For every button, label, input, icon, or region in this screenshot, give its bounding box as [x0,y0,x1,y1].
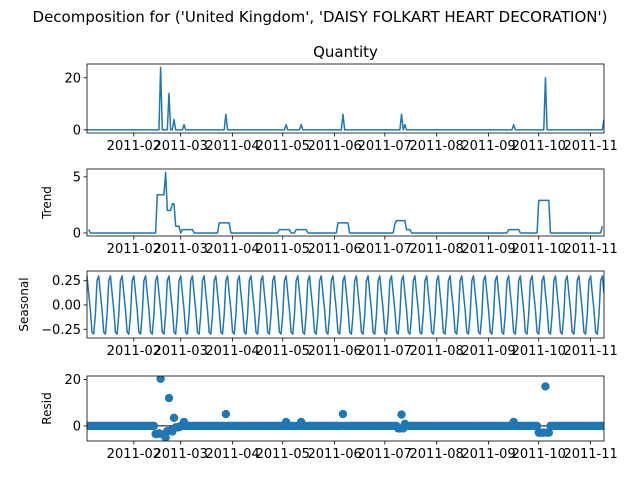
trend-line [87,171,604,234]
x-tick-label: 2011-11 [563,344,617,359]
x-tick-label: 2011-09 [461,344,515,359]
panel-3: −0.250.000.252011-022011-032011-042011-0… [17,270,618,359]
x-tick-label: 2011-08 [410,447,464,462]
x-tick-label: 2011-07 [358,242,412,257]
x-tick-label: 2011-03 [154,447,208,462]
x-tick-label: 2011-11 [563,447,617,462]
panel-1: 0202011-022011-032011-042011-052011-0620… [64,43,617,154]
x-tick-label: 2011-02 [107,139,161,154]
resid-point [149,421,159,431]
x-tick-label: 2011-06 [307,344,361,359]
x-tick-label: 2011-11 [563,242,617,257]
y-tick-label: 5 [73,170,81,185]
x-tick-label: 2011-08 [410,344,464,359]
y-tick-label: 0 [73,123,81,138]
x-tick-label: 2011-04 [205,139,259,154]
x-tick-label: 2011-09 [461,242,515,257]
resid-point [164,393,174,403]
y-tick-label: 0.25 [52,274,81,289]
resid-point [541,382,550,391]
panel-frame [86,168,605,237]
x-tick-label: 2011-06 [307,139,361,154]
x-tick-label: 2011-06 [307,242,361,257]
x-tick-label: 2011-08 [410,139,464,154]
resid-point [161,433,170,441]
x-tick-label: 2011-07 [358,139,412,154]
x-tick-label: 2011-04 [205,344,259,359]
figure-suptitle: Decomposition for ('United Kingdom', 'DA… [33,8,608,26]
y-axis-label: Trend [40,186,54,220]
resid-point [221,409,231,419]
x-tick-label: 2011-03 [154,242,208,257]
y-tick-label: 0 [73,419,81,434]
x-tick-label: 2011-07 [358,344,412,359]
x-tick-label: 2011-06 [307,447,361,462]
panel-2: 052011-022011-032011-042011-052011-06201… [40,168,618,257]
x-tick-label: 2011-09 [461,139,515,154]
resid-point [338,409,348,419]
plot-area [87,275,604,335]
x-tick-label: 2011-05 [256,447,310,462]
x-tick-label: 2011-05 [256,344,310,359]
x-tick-label: 2011-11 [563,139,617,154]
resid-point [599,421,604,431]
quantity-line [87,66,604,131]
resid-point [544,428,553,437]
y-tick-label: 0.00 [52,298,81,313]
y-axis-label: Seasonal [17,277,31,331]
x-tick-label: 2011-09 [461,447,515,462]
panel-frame [86,375,605,442]
x-tick-label: 2011-10 [512,242,566,257]
resid-point [397,410,406,419]
resid-point [169,413,179,422]
x-tick-label: 2011-03 [154,139,208,154]
resid-point [156,376,165,383]
x-tick-label: 2011-02 [107,344,161,359]
x-tick-label: 2011-04 [205,242,259,257]
x-tick-label: 2011-05 [256,139,310,154]
plot-area [87,376,604,441]
panel-title: Quantity [313,43,378,61]
x-tick-label: 2011-02 [107,447,161,462]
x-tick-label: 2011-08 [410,242,464,257]
plot-area [87,171,604,234]
panels: 0202011-022011-032011-042011-052011-0620… [17,43,618,462]
seasonal-line [87,275,604,335]
y-tick-label: −0.25 [41,323,81,338]
panel-frame [86,270,605,339]
x-tick-label: 2011-10 [512,344,566,359]
plot-area [87,66,604,131]
x-tick-label: 2011-07 [358,447,412,462]
x-tick-label: 2011-05 [256,242,310,257]
y-axis-label: Resid [40,392,54,424]
y-tick-label: 20 [64,373,81,388]
y-tick-label: 0 [73,226,81,241]
x-tick-label: 2011-03 [154,344,208,359]
panel-frame [86,63,605,134]
x-tick-label: 2011-04 [205,447,259,462]
y-tick-label: 20 [64,71,81,86]
resid-point [532,421,542,431]
x-tick-label: 2011-10 [512,139,566,154]
panel-4: 0202011-022011-032011-042011-052011-0620… [40,373,618,462]
x-tick-label: 2011-02 [107,242,161,257]
x-tick-label: 2011-10 [512,447,566,462]
